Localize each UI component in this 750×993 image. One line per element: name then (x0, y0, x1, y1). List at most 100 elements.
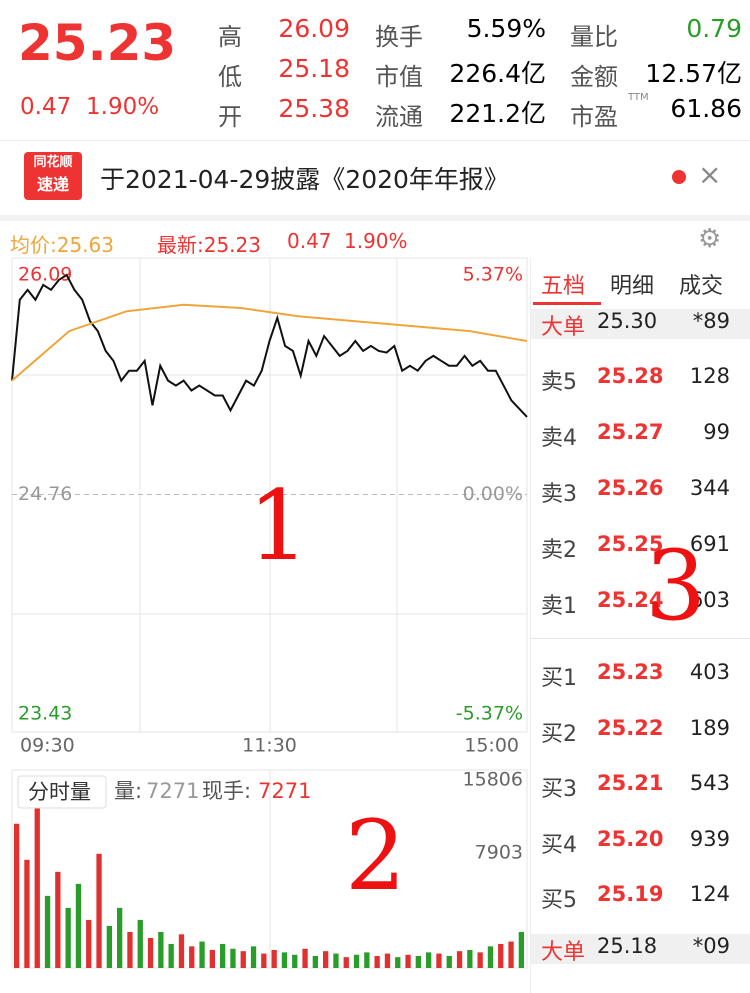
notice-text[interactable]: 于2021-04-29披露《2020年年报》 (100, 165, 509, 194)
volume-bar (137, 919, 143, 968)
tab[interactable]: 五档 (541, 274, 586, 299)
volume-bar (477, 952, 483, 968)
hand-value: 7271 (258, 779, 311, 803)
close[interactable]: × (698, 158, 722, 191)
volume-bar (395, 957, 401, 968)
row-label: 卖4 (541, 426, 577, 451)
tab-underline (533, 302, 601, 305)
row-price: 25.24 (597, 588, 664, 612)
y2-tick-label: 0.00% (463, 483, 523, 505)
stat-label: 低 (218, 63, 242, 91)
volume-bar (312, 955, 318, 968)
volume-bar (405, 954, 411, 968)
row-label: 买4 (541, 832, 577, 858)
y-tick-label: 24.76 (18, 483, 72, 505)
volume-bar (518, 931, 524, 968)
big-bg (531, 934, 750, 964)
stat-label: 高 (218, 23, 242, 51)
volume-bar (508, 941, 514, 968)
volume-bar (189, 946, 195, 968)
stat-value: 5.59% (466, 14, 546, 43)
volume-bar (333, 953, 339, 968)
stat-value: 221.2亿 (449, 99, 546, 128)
row-label: 买3 (541, 777, 577, 802)
stat-value: 26.09 (278, 14, 350, 43)
volume-bar (106, 925, 112, 968)
row-label: 买2 (541, 721, 577, 747)
divider (0, 140, 750, 141)
change-pct: 1.90% (86, 94, 160, 120)
volume-bar (364, 952, 370, 968)
row-price: 25.26 (597, 476, 664, 500)
row-label: 买5 (541, 888, 577, 913)
volume-bar (426, 952, 432, 968)
row-price: 25.19 (597, 882, 664, 906)
row-volume: 939 (689, 826, 730, 851)
x-tick-label: 15:00 (464, 735, 519, 757)
y2-tick-label: 5.37% (463, 264, 523, 286)
big-bg (531, 309, 750, 339)
y-tick-label: 26.09 (18, 264, 72, 286)
stat-value: 12.57亿 (645, 59, 742, 88)
volume-title-box (17, 775, 107, 809)
row-label: 卖1 (541, 594, 577, 619)
tab[interactable]: 明细 (610, 274, 655, 299)
volume-bar (55, 871, 61, 968)
row-volume: 99 (703, 420, 730, 444)
volume-bar (302, 948, 308, 968)
row-price: 25.20 (597, 826, 664, 851)
stat-label: 量比 (570, 23, 618, 51)
volume-bar (436, 953, 442, 968)
annotation: 3 (645, 530, 707, 642)
tab[interactable]: 成交 (679, 274, 724, 299)
price: 25.23 (18, 14, 177, 72)
price-line (11, 273, 528, 418)
y-tick-label: 23.43 (18, 703, 72, 725)
row-volume: *09 (692, 934, 730, 958)
volume-bar (147, 937, 154, 968)
volume-bar (271, 949, 277, 968)
change: 0.47 (20, 94, 72, 120)
volume-label: 量: (114, 779, 142, 803)
row-price: 25.25 (597, 532, 664, 556)
stat-sup: TTM (628, 92, 649, 103)
volume-bar (158, 931, 164, 968)
volume-bar (374, 955, 380, 968)
volume-bar (323, 951, 329, 968)
row-volume: 128 (689, 364, 730, 388)
stat-value: 61.86 (670, 94, 742, 123)
row-label: 卖2 (541, 538, 577, 563)
row-price: 25.28 (597, 364, 664, 388)
book-divider (530, 258, 531, 993)
stat-label: 开 (218, 103, 242, 131)
volume-bar (353, 954, 360, 968)
volume-bar (281, 952, 288, 968)
x-tick-label: 11:30 (242, 735, 297, 757)
stat-value: 25.38 (278, 94, 350, 123)
row-volume: 691 (689, 532, 730, 556)
badge: 同花顺 速递 (24, 152, 82, 200)
row-label: 大单 (541, 315, 586, 340)
stat-value: 0.79 (686, 14, 742, 43)
y2-tick-label: -5.37% (456, 703, 523, 725)
volume-bar (261, 953, 267, 968)
row-volume: 344 (689, 476, 730, 500)
book-sep (531, 638, 750, 639)
volume-bar (240, 951, 246, 968)
volume-bar (199, 941, 205, 968)
grid (11, 257, 528, 969)
volume-bar (65, 907, 71, 968)
row-volume: 189 (689, 715, 730, 740)
volume-bar (117, 907, 123, 968)
volume-bar (96, 853, 102, 968)
volume-bar (415, 955, 421, 968)
settings[interactable]: ⚙ (698, 224, 722, 254)
volume-bar (127, 931, 133, 968)
avg: 均价:25.63 (10, 233, 114, 257)
latest-pct: 1.90% (344, 229, 408, 253)
row-price: 25.21 (597, 771, 664, 795)
price-line (11, 303, 528, 382)
stat-label: 流通 (375, 103, 423, 131)
volume-bar (456, 951, 463, 968)
